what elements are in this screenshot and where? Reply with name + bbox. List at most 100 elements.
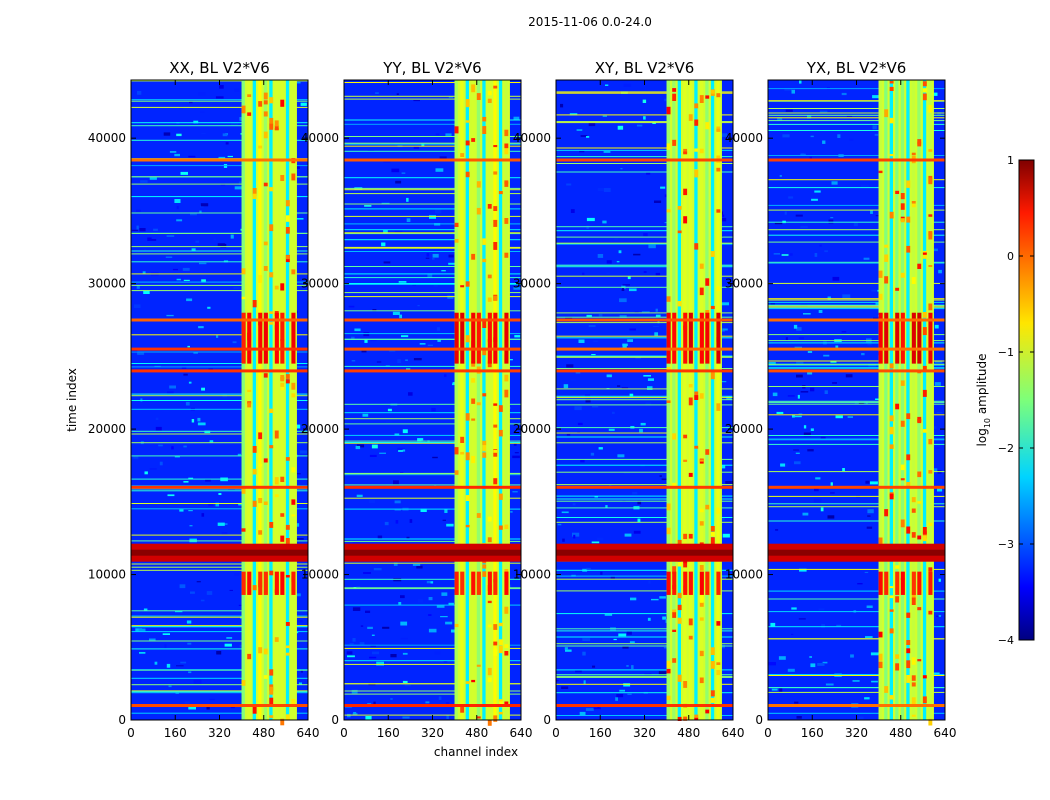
heatmap-cell bbox=[699, 521, 704, 526]
heatmap-cell bbox=[694, 445, 699, 449]
heatmap-cell bbox=[720, 217, 727, 222]
heatmap-cell bbox=[710, 89, 715, 94]
heatmap-cell bbox=[197, 417, 201, 422]
heatmap-cell bbox=[394, 500, 401, 504]
heatmap-cell bbox=[476, 312, 481, 364]
heatmap-cell bbox=[344, 540, 521, 542]
heatmap-cell bbox=[768, 495, 945, 497]
heatmap-cell bbox=[344, 203, 521, 205]
heatmap-cell bbox=[556, 692, 733, 694]
heatmap-cell bbox=[664, 194, 669, 198]
heatmap-cell bbox=[406, 218, 411, 222]
heatmap-cell bbox=[619, 315, 627, 318]
heatmap-rfi-row bbox=[131, 158, 308, 162]
heatmap-cell bbox=[498, 699, 503, 708]
heatmap-cell bbox=[188, 671, 192, 674]
heatmap-cell bbox=[471, 679, 476, 683]
heatmap-cell bbox=[666, 571, 671, 595]
heatmap-cell bbox=[818, 608, 825, 611]
heatmap-cell bbox=[810, 135, 814, 138]
heatmap-cell bbox=[556, 495, 733, 497]
heatmap-cell bbox=[781, 254, 789, 256]
heatmap-cell bbox=[131, 631, 308, 633]
heatmap-cell bbox=[354, 328, 361, 332]
heatmap-cell bbox=[618, 633, 627, 637]
y-axis-label: time index bbox=[65, 368, 79, 432]
heatmap-cell bbox=[285, 538, 290, 544]
heatmap-cell bbox=[205, 479, 211, 482]
heatmap-cell bbox=[683, 716, 688, 721]
heatmap-cell bbox=[514, 335, 521, 338]
heatmap-cell bbox=[878, 293, 883, 300]
heatmap-cell bbox=[139, 652, 146, 654]
heatmap-cell bbox=[716, 662, 721, 665]
heatmap-cell bbox=[448, 96, 454, 99]
heatmap-cell bbox=[847, 416, 853, 418]
heatmap-cell bbox=[144, 471, 148, 475]
heatmap-cell bbox=[768, 209, 945, 211]
heatmap-cell bbox=[666, 80, 670, 720]
colorbar-tick-label: 0 bbox=[1007, 250, 1014, 263]
heatmap-cell bbox=[137, 352, 145, 355]
heatmap-cell bbox=[263, 182, 268, 187]
heatmap-cell bbox=[298, 682, 302, 685]
heatmap-cell bbox=[787, 395, 795, 397]
heatmap-cell bbox=[370, 339, 377, 342]
heatmap-cell bbox=[434, 651, 441, 655]
heatmap-cell bbox=[710, 80, 715, 720]
heatmap-cell bbox=[768, 304, 945, 306]
heatmap-cell bbox=[493, 242, 498, 250]
heatmap-cell bbox=[174, 199, 181, 203]
heatmap-cell bbox=[476, 80, 481, 720]
heatmap-cell bbox=[344, 588, 521, 590]
heatmap-cell bbox=[928, 177, 933, 185]
heatmap-cell bbox=[917, 607, 922, 611]
heatmap-cell bbox=[659, 596, 666, 599]
heatmap-cell bbox=[811, 198, 818, 201]
heatmap-cell bbox=[694, 243, 699, 250]
heatmap-cell bbox=[201, 387, 205, 391]
heatmap-cell bbox=[482, 444, 487, 452]
heatmap-rfi-row bbox=[344, 485, 521, 489]
heatmap-cell bbox=[900, 420, 905, 427]
heatmap-cell bbox=[768, 687, 945, 689]
x-tick-label: 160 bbox=[589, 726, 612, 740]
heatmap-cell bbox=[617, 125, 624, 130]
heatmap-cell bbox=[873, 317, 880, 319]
heatmap-cell bbox=[768, 503, 945, 505]
heatmap-cell bbox=[377, 535, 383, 539]
heatmap-cell bbox=[672, 566, 677, 574]
heatmap-cell bbox=[911, 508, 916, 513]
heatmap-cell bbox=[189, 538, 197, 543]
x-tick-label: 0 bbox=[552, 726, 560, 740]
heatmap-cell bbox=[344, 683, 521, 685]
heatmap-cell bbox=[351, 689, 358, 694]
heatmap-cell bbox=[482, 452, 487, 458]
heatmap-cell bbox=[465, 281, 470, 287]
heatmap-cell bbox=[230, 234, 234, 239]
heatmap-cell bbox=[180, 661, 187, 664]
heatmap-cell bbox=[209, 440, 214, 443]
heatmap-cell bbox=[938, 615, 942, 617]
heatmap-cell bbox=[183, 481, 189, 483]
heatmap-cell bbox=[666, 668, 671, 674]
heatmap-cell bbox=[280, 718, 285, 726]
heatmap-cell bbox=[917, 312, 922, 364]
heatmap-cell bbox=[850, 654, 854, 658]
heatmap-cell bbox=[932, 426, 937, 429]
x-tick-label: 480 bbox=[677, 726, 700, 740]
heatmap-cell bbox=[716, 209, 721, 213]
heatmap-cell bbox=[663, 647, 667, 649]
heatmap-cell bbox=[666, 527, 671, 535]
heatmap-cell bbox=[247, 80, 251, 720]
heatmap-cell bbox=[865, 480, 870, 484]
heatmap-cell bbox=[471, 455, 476, 464]
panel-yy: YY, BL V2*V6 0 160 320 480 640 0 10000 20000 3000… bbox=[301, 59, 533, 740]
heatmap-cell bbox=[263, 266, 268, 271]
heatmap-cell bbox=[768, 439, 945, 441]
heatmap-cell bbox=[294, 424, 301, 429]
heatmap-cell bbox=[493, 206, 498, 211]
heatmap-cell bbox=[493, 624, 498, 630]
heatmap-cell bbox=[556, 575, 733, 577]
heatmap-cell bbox=[922, 327, 927, 336]
